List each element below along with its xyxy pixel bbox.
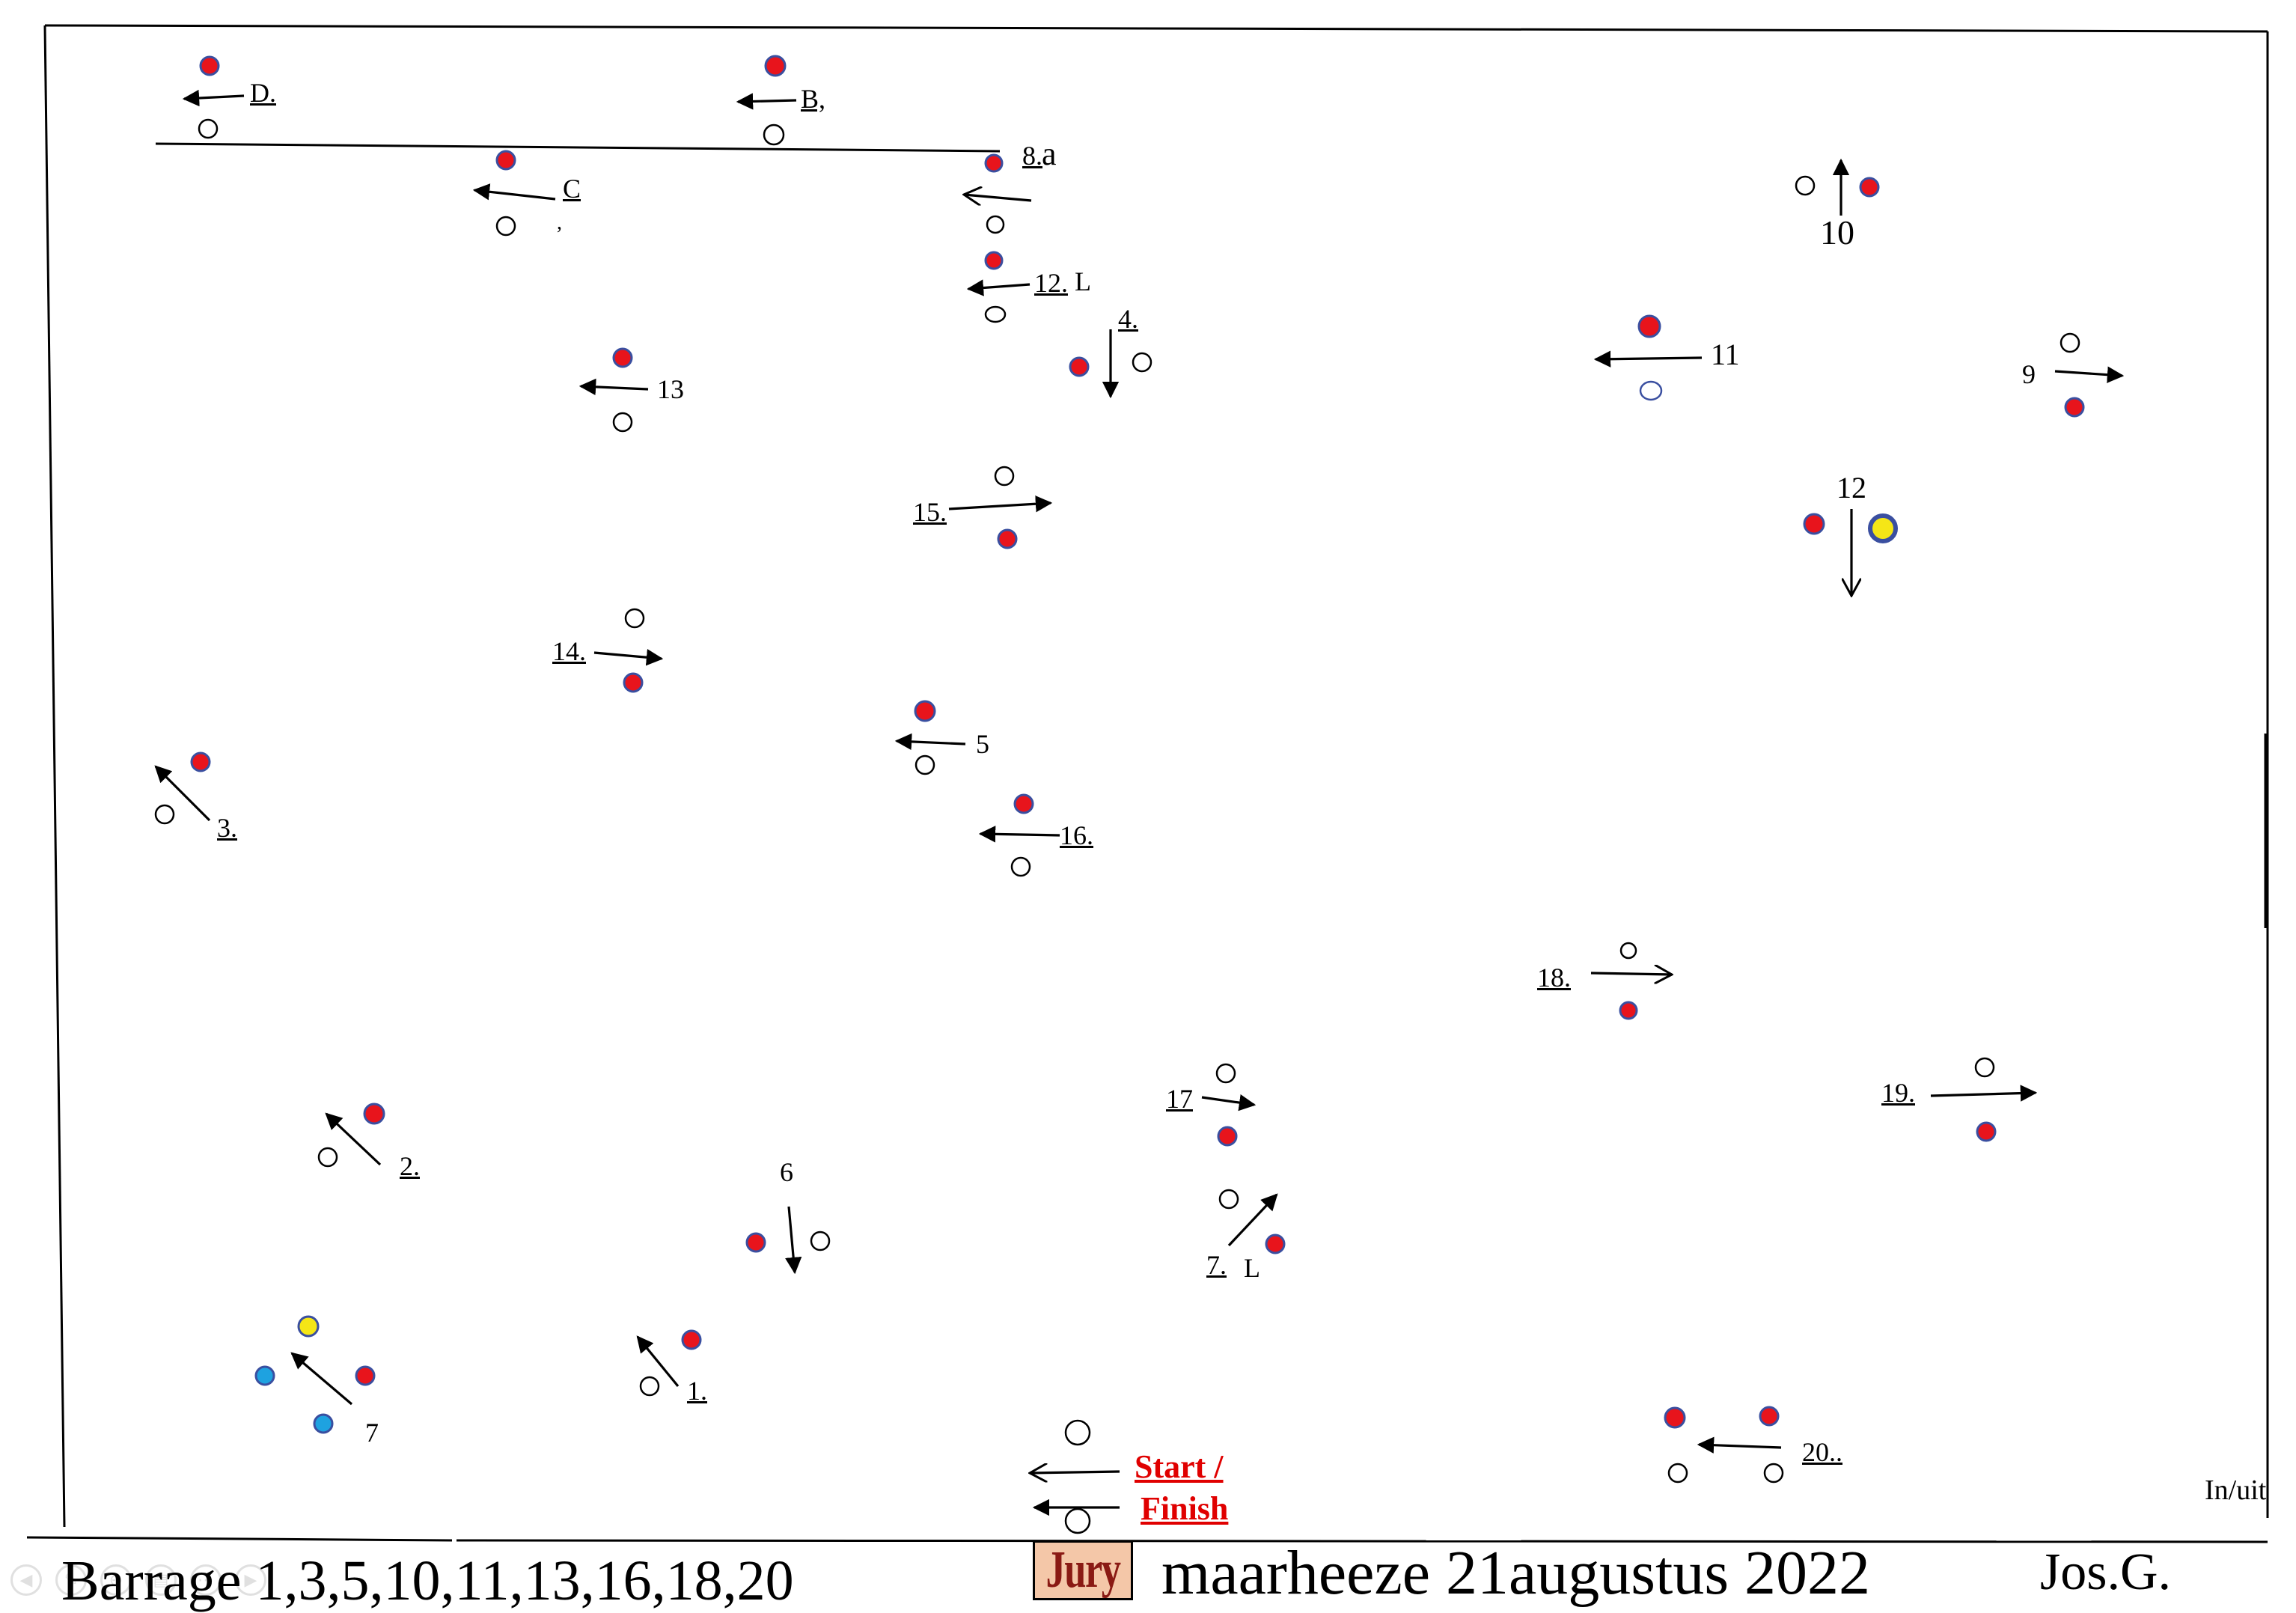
menu-icon[interactable]: ⋯ [190, 1564, 222, 1596]
obstacle-label-12: 12 [1837, 471, 1866, 504]
obstacle-label-13: 13 [657, 374, 684, 404]
obstacle-label-8a-letter: a [1042, 135, 1057, 172]
jury-logo-text: Jury [1045, 1541, 1122, 1599]
obstacle-label-6: 6 [780, 1157, 793, 1187]
obstacle-label-c: C [563, 174, 581, 204]
obstacle-label-16: 16. [1060, 820, 1093, 850]
in-out-label: In/uit [2205, 1475, 2267, 1506]
zoom-icon[interactable]: ⊕ [100, 1564, 132, 1596]
obstacle-label-17: 17 [1166, 1084, 1193, 1114]
obstacle-label-4: 4. [1118, 304, 1138, 334]
special-poles [254, 513, 1898, 1434]
obstacle-label-7: 7 [365, 1418, 379, 1448]
obstacle-label-1: 1. [687, 1376, 707, 1406]
obstacle-label-5: 5 [976, 729, 989, 759]
obstacle-label-10: 10 [1820, 213, 1854, 251]
obstacle-label-18: 18. [1537, 963, 1571, 993]
obstacle-label-d: D. [250, 78, 276, 108]
finish-label: Finish [1141, 1490, 1229, 1527]
obstacle-label-b: B, [801, 84, 826, 114]
white-poles [154, 118, 2080, 1534]
obstacle-label-7l-letter: L [1244, 1253, 1260, 1283]
jury-logo: Jury [1033, 1540, 1133, 1600]
pen-icon[interactable]: ✎ [55, 1564, 87, 1596]
obstacle-label-12l-letter: L [1075, 266, 1091, 296]
direction-arrows [154, 89, 2125, 1516]
author-name: Jos.G. [2040, 1543, 2172, 1601]
event-title: maarheeze 21augustus 2022 [1161, 1538, 1871, 1608]
obstacle-label-15: 15. [913, 497, 947, 527]
obstacle-label-20: 20.. [1802, 1437, 1842, 1467]
obstacle-label-c-mark: , [557, 211, 562, 234]
slides-icon[interactable]: ▤ [145, 1564, 177, 1596]
start-label: Start / [1135, 1448, 1224, 1485]
barrage-text: Barrage 1,3,5,10,11,13,16,18,20 [61, 1549, 794, 1612]
previous-icon[interactable]: ◀ [10, 1564, 42, 1596]
arena-border [26, 24, 2269, 1543]
obstacle-label-3: 3. [217, 813, 237, 843]
obstacle-label-7l-number: 7. [1206, 1250, 1227, 1280]
next-icon[interactable]: ▶ [235, 1564, 266, 1596]
obstacle-label-12l-number: 12. [1034, 268, 1068, 298]
obstacle-label-9: 9 [2022, 359, 2036, 389]
obstacle-label-11: 11 [1711, 338, 1740, 371]
red-poles [190, 55, 2085, 1429]
obstacle-label-14: 14. [552, 636, 586, 666]
obstacle-label-8a-number: 8. [1022, 141, 1042, 171]
slide-nav-controls: ◀ ✎ ⊕ ▤ ⋯ ▶ [10, 1564, 266, 1596]
obstacle-label-2: 2. [400, 1151, 420, 1181]
obstacle-label-19: 19. [1881, 1078, 1915, 1108]
